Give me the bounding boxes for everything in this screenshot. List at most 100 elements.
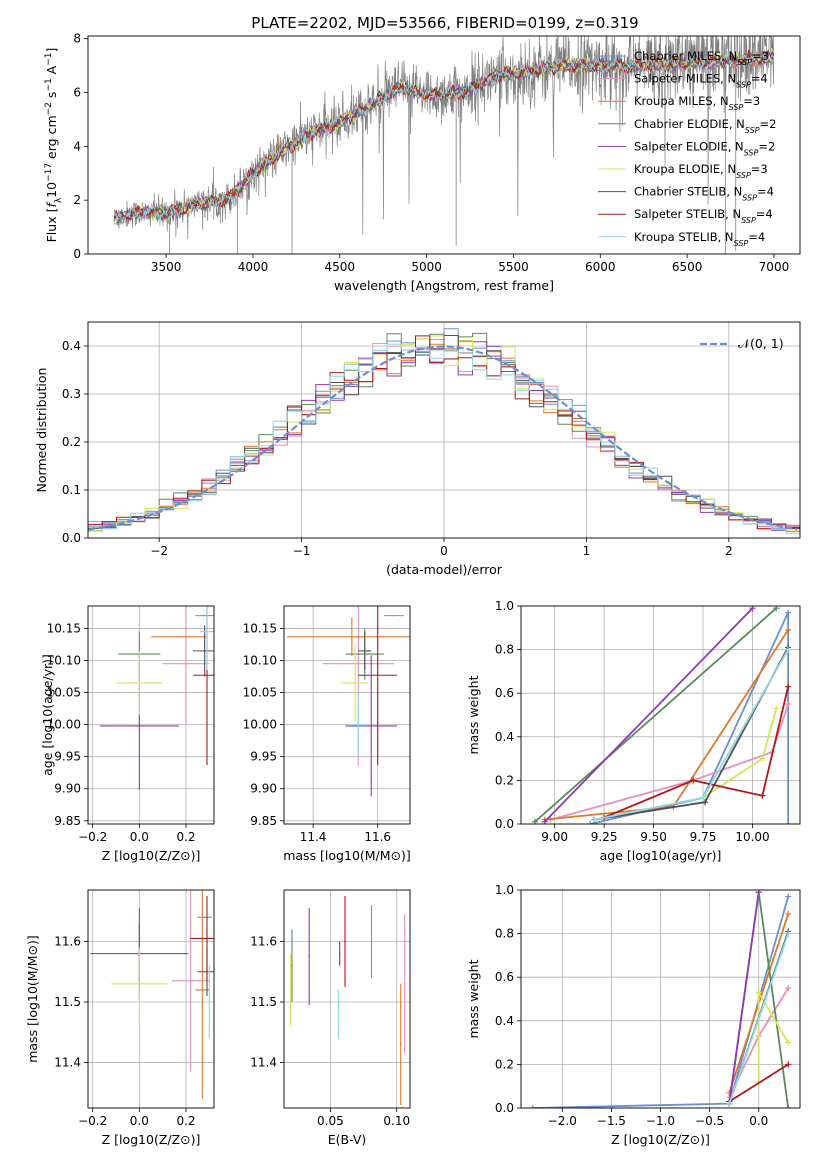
data-point [357,662,360,665]
errorbar-kroupa-stelib [200,606,214,671]
y-tick-label: 9.90 [54,782,81,796]
series-line-salpeter-stelib [728,1063,789,1103]
y-tick-label: 0.2 [62,435,81,449]
y-tick-label: 0.0 [495,1101,514,1115]
data-point [189,980,192,982]
legend-label: Salpeter ELODIE, NSSP=2 [634,139,775,157]
x-tick-label: −2.0 [548,1114,577,1128]
x-tick-label: 0.0 [130,1114,149,1128]
y-tick-label: 11.4 [250,1056,277,1070]
plot-area-spectrum [113,36,775,254]
data-point [354,682,356,684]
marker-salpeter-miles [785,701,792,708]
y-tick-label: 11.4 [54,1056,81,1070]
data-point [208,1001,211,1003]
data-point [206,937,208,940]
y-tick-label: 11.6 [250,934,277,948]
y-tick-label: 11.5 [250,995,277,1009]
marker-salpeter-stelib [785,683,792,690]
y-tick-label: 0.8 [495,643,514,657]
marker-chabrier-miles [529,1105,536,1108]
model-line-chabrier-stelib [113,49,775,223]
plot-area-age_vs_mass [287,606,410,797]
x-tick-label: 6500 [672,260,703,274]
x-tick-label: 10.00 [735,830,769,844]
data-point [337,1013,340,1015]
errorbar-salpeter-miles [403,914,406,1054]
errorbar-salpeter-miles [162,606,210,725]
data-point [185,662,187,665]
data-point [376,674,379,677]
y-axis-label: age [log10(age/yr)] [40,654,55,776]
x-tick-label: 9.25 [591,830,618,844]
y-tick-label: 9.85 [54,814,81,828]
histogram-chabrier-stelib [88,335,800,530]
marker-chabrier-miles [785,821,792,824]
x-tick-label: 6000 [585,260,616,274]
plot-area-massweight_vs_age [531,606,792,824]
data-point [399,1043,402,1046]
y-tick-label: 10.00 [243,718,277,732]
marker-salpeter-stelib [690,777,697,784]
errorbar-chabrier-stelib [338,941,341,966]
legend-label: Kroupa STELIB, NSSP=4 [634,230,765,248]
series-line-chabrier-miles [590,612,789,824]
data-point [393,614,395,617]
errorbar-chabrier-miles [370,905,373,978]
y-tick-label: 0.4 [495,1014,514,1028]
y-tick-label: 1.0 [495,883,514,897]
y-tick-label: 8 [73,32,81,46]
y-tick-label: 0.1 [62,483,81,497]
grid-age_vs_Z [88,606,214,824]
y-tick-label: 10.10 [243,654,277,668]
errorbar-kroupa-miles [151,635,207,638]
x-axis-label: E(B-V) [328,1132,367,1147]
y-tick-label: 0 [73,247,81,261]
legend-label: Chabrier STELIB, NSSP=4 [634,185,774,203]
data-point [291,964,293,967]
errorbar-chabrier-miles [384,614,404,617]
axes-frame [87,889,215,1109]
errorbar-salpeter-stelib [344,896,346,987]
plot-area-age_vs_Z [99,606,214,791]
errorbar-kroupa-miles [287,617,410,657]
data-point [403,983,406,985]
y-tick-label: 9.90 [250,782,277,796]
x-tick-label: 7000 [759,260,790,274]
data-point [138,725,141,727]
errorbar-chabrier-stelib [193,625,214,677]
y-tick-label: 9.95 [250,750,277,764]
marker-salpeter-stelib [759,792,766,799]
figure-title: PLATE=2202, MJD=53566, FIBERID=0199, z=0… [251,14,638,32]
marker-chabrier-miles [785,609,792,616]
marker-salpeter-stelib [785,1061,792,1068]
y-tick-label: 10.15 [47,621,81,635]
data-point [203,614,206,617]
y-axis-label: Flux [fλ10−17 erg cm−2 s−1 A−1] [44,48,64,243]
marker-kroupa-miles [785,910,792,917]
x-axis-label: mass [log10(M/M⊙)] [283,848,411,863]
histogram-kroupa-stelib [88,343,800,534]
x-tick-label: −1.0 [646,1114,675,1128]
plot-area-massweight_vs_Z [529,890,792,1108]
errorbar-kroupa-elodie [111,947,168,1021]
x-tick-label: 9.50 [640,830,667,844]
errorbar-salpeter-miles [172,890,210,1072]
data-point [357,723,360,726]
x-tick-label: 4000 [238,260,269,274]
errorbar-kroupa-elodie [116,650,163,715]
data-point [138,983,141,985]
errorbar-chabrier-elodie [291,929,293,1003]
x-tick-label: 0.0 [130,830,149,844]
axes-frame [87,35,801,255]
axes-frame [283,605,411,825]
y-axis-label: mass weight [466,959,481,1038]
y-axis-label: Normed distribution [34,368,49,493]
x-axis-label: Z [log10(Z/Z⊙)] [611,1132,710,1147]
errorbar-kroupa-stelib [351,692,365,757]
y-tick-label: 9.85 [250,814,277,828]
series-line-kroupa-stelib [728,933,790,1104]
data-point [206,674,208,677]
y-tick-label: 0.6 [495,970,514,984]
